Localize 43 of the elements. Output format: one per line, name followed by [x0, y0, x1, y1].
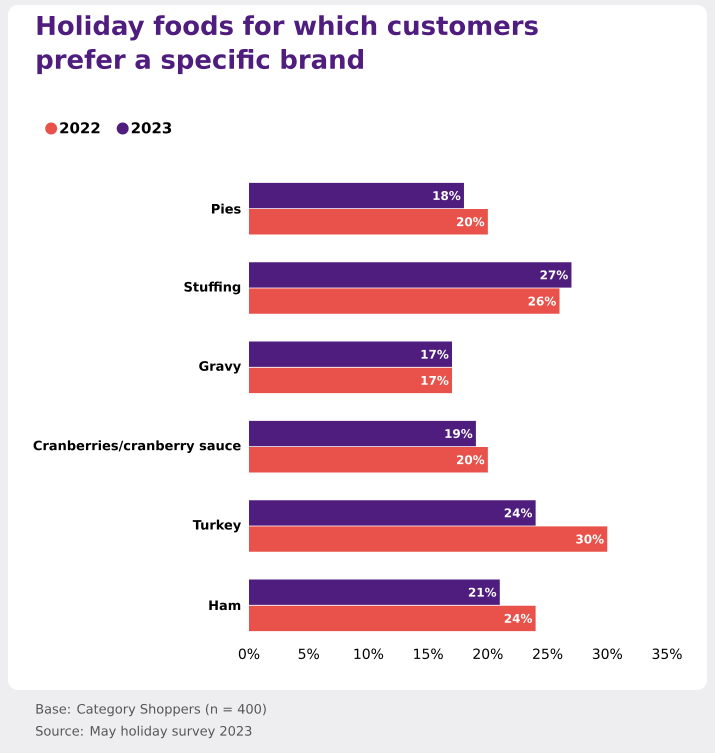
bar [249, 420, 476, 446]
x-tick-label: 0% [238, 648, 260, 660]
y-tick-label: Stuffing [184, 282, 240, 294]
bar [249, 526, 608, 552]
data-label: 17% [422, 376, 448, 385]
bar [249, 209, 488, 234]
y-tick-label: Gravy [199, 361, 241, 374]
data-label: 24% [504, 508, 532, 518]
data-label: 18% [434, 191, 460, 200]
data-label: 20% [456, 217, 484, 226]
x-tick-label: 15% [414, 648, 443, 660]
x-tick-label: 25% [533, 648, 562, 660]
data-label: 24% [504, 614, 532, 623]
legend-label: 2022 [60, 122, 100, 134]
bar [249, 288, 560, 314]
bar [249, 262, 572, 288]
data-label: 20% [456, 455, 484, 464]
bar [249, 606, 536, 632]
legend-label: 2023 [132, 122, 172, 134]
data-label: 26% [528, 296, 556, 306]
bar [249, 342, 452, 367]
bar [249, 368, 452, 394]
x-tick-label: 20% [473, 648, 503, 660]
y-tick-label: Pies [212, 204, 241, 214]
y-tick-label: Cranberries/cranberry sauce [34, 440, 241, 453]
data-label: 27% [540, 270, 568, 280]
data-label: 17% [422, 350, 448, 359]
bar [249, 500, 536, 526]
bar [249, 182, 464, 208]
bar [249, 447, 488, 472]
x-tick-label: 30% [592, 648, 622, 660]
y-tick-label: Ham [209, 600, 240, 610]
x-tick-label: 5% [298, 648, 320, 660]
bar [249, 580, 500, 605]
x-tick-label: 10% [354, 648, 384, 660]
data-label: 19% [445, 429, 472, 438]
data-label: 21% [468, 588, 496, 597]
source-note: Source: May holiday survey 2023 [36, 726, 252, 738]
y-tick-label: Turkey [192, 520, 241, 532]
chart-title: Holiday foods for which customers prefer a specific brand [37, 15, 538, 74]
x-tick-label: 35% [652, 648, 682, 660]
text: Base: Category Shoppers (n = 400) [36, 704, 266, 716]
data-label: 30% [576, 534, 604, 544]
